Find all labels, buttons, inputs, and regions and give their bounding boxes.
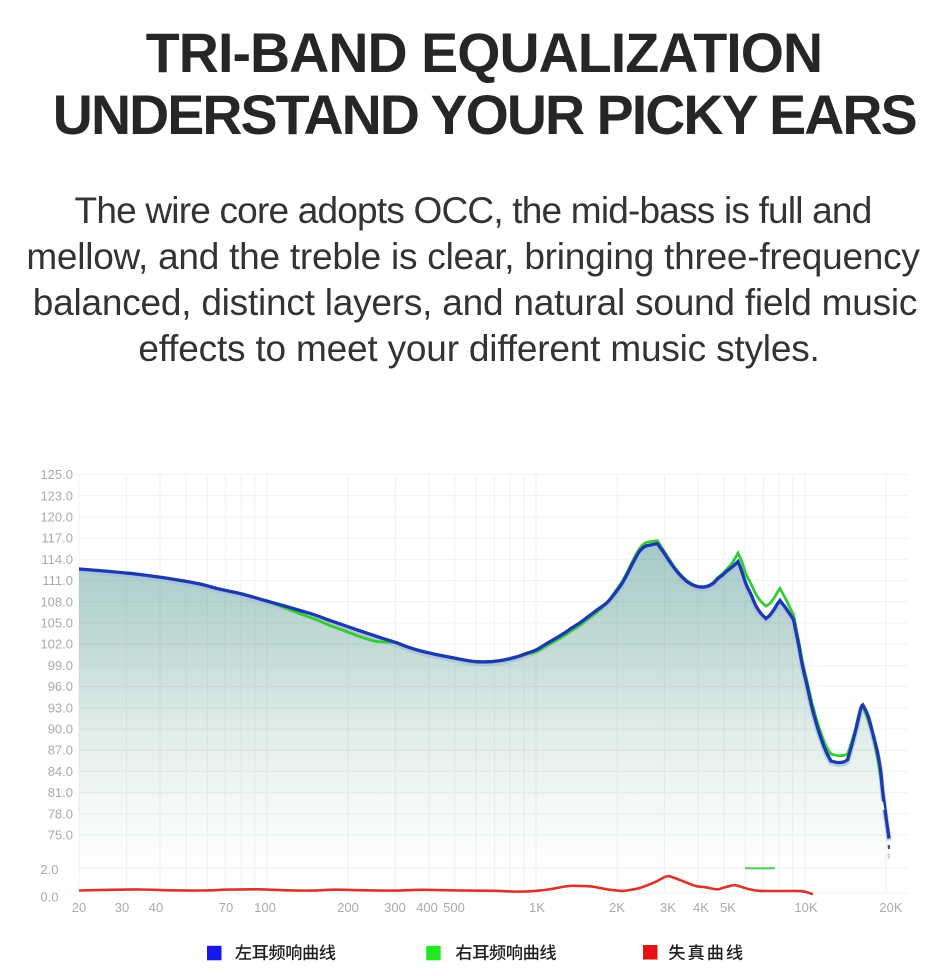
- svg-text:4K: 4K: [693, 900, 709, 915]
- svg-text:105.0: 105.0: [40, 616, 73, 631]
- svg-text:10K: 10K: [794, 900, 817, 915]
- svg-text:123.0: 123.0: [40, 488, 73, 503]
- svg-text:0.0: 0.0: [40, 890, 58, 905]
- svg-text:2K: 2K: [609, 900, 625, 915]
- svg-text:102.0: 102.0: [40, 637, 73, 652]
- svg-text:200: 200: [337, 900, 359, 915]
- svg-text:30: 30: [115, 900, 129, 915]
- svg-text:111.0: 111.0: [42, 573, 73, 588]
- svg-text:300: 300: [384, 900, 406, 915]
- svg-text:125.0: 125.0: [40, 467, 73, 482]
- svg-text:114.0: 114.0: [41, 552, 73, 567]
- svg-text:117.0: 117.0: [41, 531, 73, 546]
- svg-text:500: 500: [443, 900, 465, 915]
- svg-text:20: 20: [72, 900, 86, 915]
- svg-text:20K: 20K: [879, 900, 902, 915]
- svg-text:400: 400: [416, 900, 438, 915]
- svg-text:81.0: 81.0: [48, 785, 73, 800]
- svg-text:90.0: 90.0: [48, 722, 73, 737]
- svg-text:108.0: 108.0: [40, 594, 73, 609]
- svg-text:87.0: 87.0: [48, 743, 73, 758]
- svg-text:70: 70: [219, 900, 233, 915]
- svg-text:75.0: 75.0: [48, 828, 73, 843]
- svg-text:120.0: 120.0: [40, 510, 73, 525]
- svg-text:100: 100: [254, 900, 276, 915]
- svg-text:96.0: 96.0: [48, 679, 73, 694]
- svg-text:99.0: 99.0: [48, 658, 73, 673]
- svg-text:5K: 5K: [720, 900, 736, 915]
- svg-text:2.0: 2.0: [40, 862, 58, 877]
- svg-text:93.0: 93.0: [48, 700, 73, 715]
- svg-text:1K: 1K: [529, 900, 545, 915]
- svg-text:84.0: 84.0: [48, 764, 73, 779]
- svg-text:40: 40: [149, 900, 163, 915]
- svg-text:78.0: 78.0: [48, 806, 73, 821]
- svg-text:3K: 3K: [660, 900, 676, 915]
